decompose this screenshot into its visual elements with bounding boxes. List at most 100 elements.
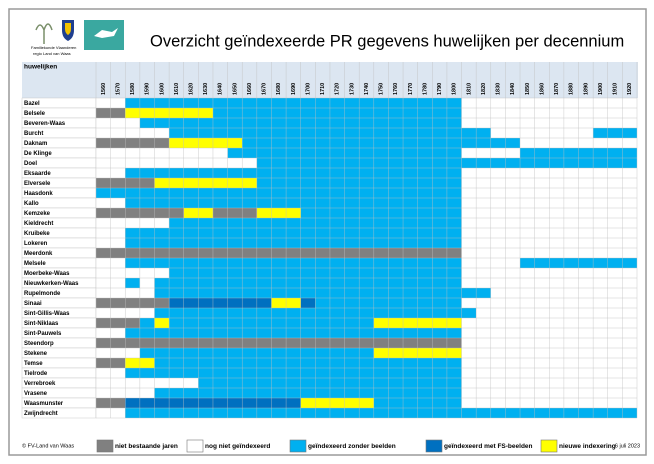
- status-span: [154, 358, 462, 368]
- status-span: [242, 138, 521, 148]
- decade-label: 1800: [452, 83, 458, 95]
- org-region: regio Land van Waas: [33, 51, 71, 56]
- row-label: Melsele: [24, 261, 46, 267]
- row-label: Steendorp: [24, 341, 54, 347]
- legend-label: geïndexeerd met FS-beelden: [444, 443, 533, 450]
- decade-label: 1900: [598, 83, 604, 95]
- decade-label: 1680: [276, 83, 282, 95]
- decade-label: 1830: [496, 83, 502, 95]
- status-span: [300, 208, 462, 218]
- row-label: Sint-Niklaas: [24, 321, 59, 327]
- status-span: [96, 338, 462, 348]
- status-span: [125, 198, 462, 208]
- row-label: Waasmunster: [24, 401, 64, 407]
- status-span: [96, 188, 462, 198]
- decade-label: 1620: [188, 83, 194, 95]
- decade-label: 1840: [510, 83, 516, 95]
- row-label: Nieuwkerken-Waas: [24, 281, 79, 287]
- decade-label: 1560: [101, 83, 107, 95]
- status-span: [96, 118, 140, 128]
- row-label: Vrasene: [24, 391, 48, 397]
- decade-label: 1860: [539, 83, 545, 95]
- decade-label: 1590: [145, 83, 151, 95]
- decade-label: 1570: [115, 83, 121, 95]
- legend-swatch: [96, 439, 114, 453]
- status-span: [125, 238, 462, 248]
- status-span: [125, 408, 638, 418]
- table-heading: huwelijken: [24, 64, 57, 71]
- logo: [35, 20, 124, 50]
- legend-label: nieuwe indexering: [559, 443, 616, 450]
- decade-label: 1640: [218, 83, 224, 95]
- decade-label: 1760: [393, 83, 399, 95]
- row-label: Stekene: [24, 351, 48, 357]
- status-span: [96, 378, 199, 388]
- decade-label: 1770: [408, 83, 414, 95]
- legend-label: geïndexeerd zonder beelden: [308, 443, 396, 450]
- status-span: [154, 318, 170, 328]
- decade-label: 1630: [203, 83, 209, 95]
- row-label: Elversele: [24, 181, 51, 187]
- row-label: Kemzeke: [24, 211, 51, 217]
- status-span: [125, 228, 462, 238]
- row-label: Beveren-Waas: [24, 121, 66, 127]
- row-label: Kallo: [24, 201, 39, 207]
- legend-swatch: [289, 439, 307, 453]
- status-span: [169, 298, 272, 308]
- status-span: [212, 208, 257, 218]
- row-label: Verrebroek: [24, 381, 56, 387]
- decade-label: 1730: [349, 83, 355, 95]
- status-span: [125, 328, 462, 338]
- decade-label: 1890: [583, 83, 589, 95]
- status-span: [139, 278, 155, 288]
- legend-label: nog niet geïndexeerd: [205, 443, 270, 450]
- footer-date: 6 juli 2023: [615, 443, 640, 449]
- status-span: [96, 158, 257, 168]
- status-span: [96, 148, 228, 158]
- status-span: [256, 208, 301, 218]
- decade-label: 1610: [174, 83, 180, 95]
- decade-label: 1660: [247, 83, 253, 95]
- status-span: [125, 258, 462, 268]
- decade-label: 1910: [613, 83, 619, 95]
- decade-label: 1870: [554, 83, 560, 95]
- status-span: [96, 318, 140, 328]
- status-span: [154, 288, 491, 298]
- row-label: Daknam: [24, 141, 47, 147]
- row-label: Zwijndrecht: [24, 411, 58, 417]
- legend-label: niet bestaande jaren: [115, 443, 178, 450]
- row-label: Temse: [24, 361, 43, 367]
- decade-label: 1670: [262, 83, 268, 95]
- decade-label: 1780: [422, 83, 428, 95]
- row-label: Tielrode: [24, 371, 48, 377]
- decade-label: 1710: [320, 83, 326, 95]
- row-label: Sinaai: [24, 301, 42, 307]
- status-span: [96, 268, 170, 278]
- title: Overzicht geïndexeerde PR gegevens huwel…: [150, 32, 624, 50]
- row-label: Doel: [24, 161, 37, 167]
- row-label: Belsele: [24, 111, 46, 117]
- row-label: Eksaarde: [24, 171, 51, 177]
- status-span: [154, 178, 257, 188]
- row-label: Sint-Pauwels: [24, 331, 62, 337]
- org-name: Familiekunde Vlaanderen: [31, 45, 76, 50]
- decade-label: 1740: [364, 83, 370, 95]
- row-label: Sint-Gillis-Waas: [24, 311, 70, 317]
- status-span: [169, 138, 243, 148]
- row-label: Lokeren: [24, 241, 48, 247]
- status-span: [96, 128, 170, 138]
- decade-label: 1720: [335, 83, 341, 95]
- status-span: [96, 298, 170, 308]
- decade-label: 1580: [130, 83, 136, 95]
- decade-label: 1690: [291, 83, 297, 95]
- row-label: Meerdonk: [24, 251, 53, 257]
- row-label: Haasdonk: [24, 191, 53, 197]
- status-span: [212, 108, 462, 118]
- footer-credit: © FV-Land van Waas: [22, 442, 74, 449]
- decade-label: 1650: [232, 83, 238, 95]
- status-span: [125, 168, 462, 178]
- row-label: Rupelmonde: [24, 291, 61, 297]
- status-span: [125, 98, 462, 108]
- status-span: [300, 298, 316, 308]
